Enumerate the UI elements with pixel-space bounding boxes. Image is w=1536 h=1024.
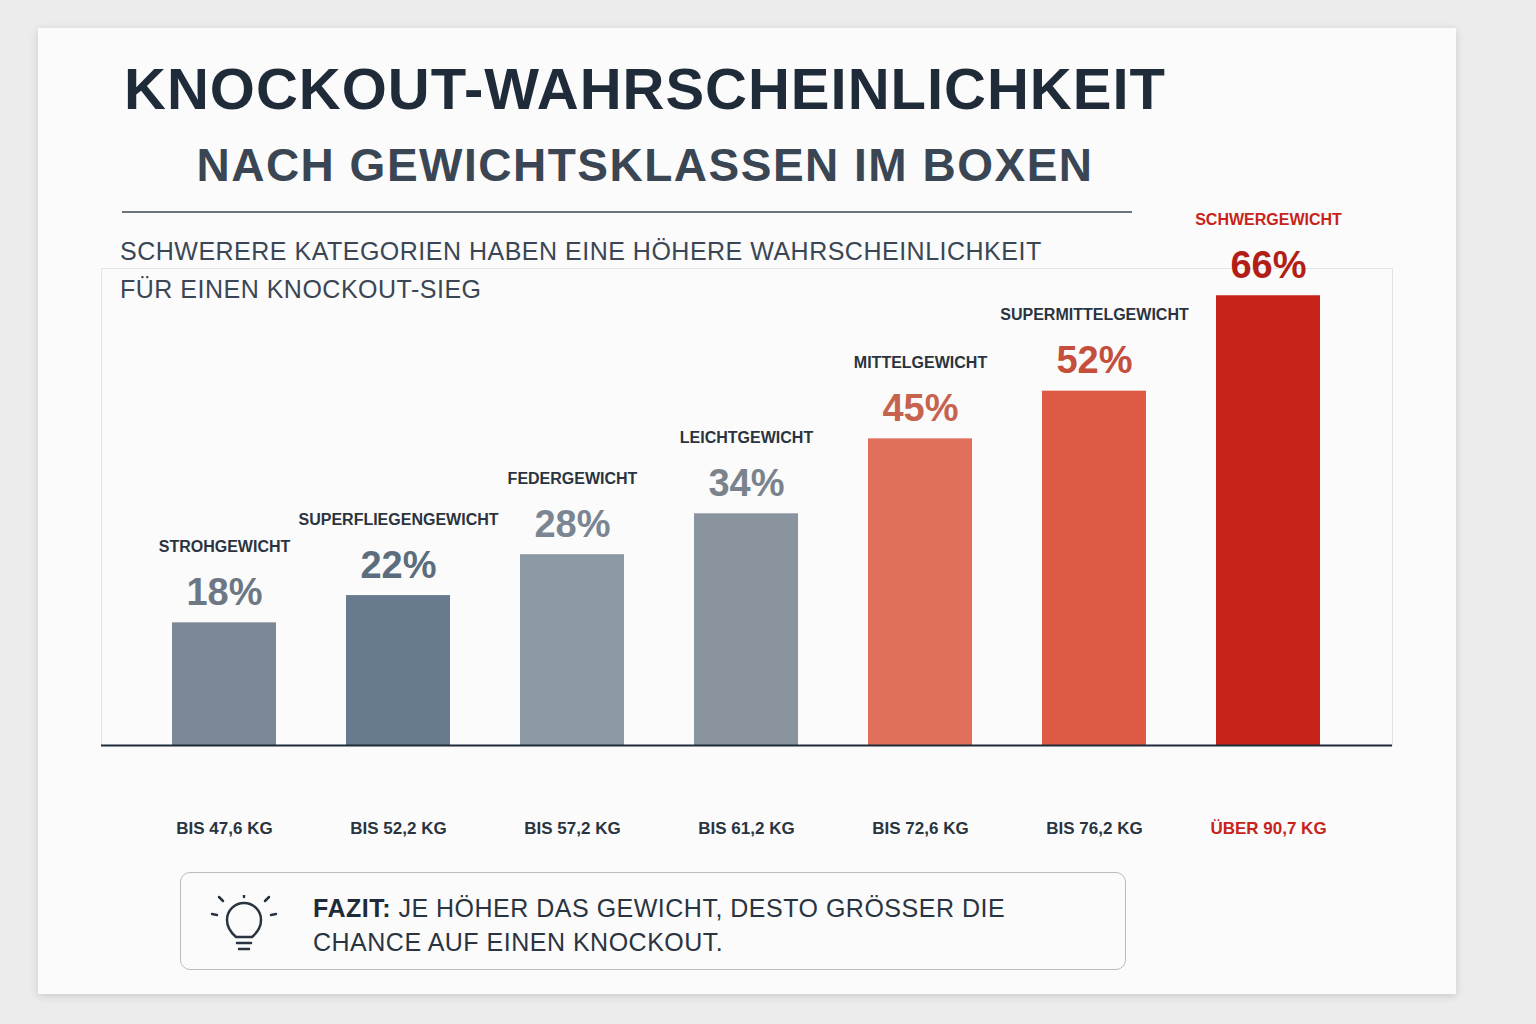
svg-text:SUPERMITTELGEWICHT: SUPERMITTELGEWICHT xyxy=(1000,306,1189,323)
svg-text:BIS 52,2 KG: BIS 52,2 KG xyxy=(350,819,446,838)
svg-text:LEICHTGEWICHT: LEICHTGEWICHT xyxy=(680,429,814,446)
svg-text:66%: 66% xyxy=(1230,244,1306,286)
svg-text:BIS 47,6 KG: BIS 47,6 KG xyxy=(176,819,272,838)
svg-text:28%: 28% xyxy=(534,503,610,545)
svg-text:FEDERGEWICHT: FEDERGEWICHT xyxy=(508,470,638,487)
svg-text:BIS 76,2 KG: BIS 76,2 KG xyxy=(1046,819,1142,838)
svg-text:ÜBER 90,7 KG: ÜBER 90,7 KG xyxy=(1210,819,1326,838)
svg-text:22%: 22% xyxy=(360,544,436,586)
html-text:KNOCKOUT-WAHRSCHEINLICHKEIT: KNOCKOUT-WAHRSCHEINLICHKEIT xyxy=(124,56,1166,121)
svg-text:MITTELGEWICHT: MITTELGEWICHT xyxy=(854,354,988,371)
svg-text:BIS 61,2 KG: BIS 61,2 KG xyxy=(698,819,794,838)
html-text:SCHWERERE KATEGORIEN HABEN EIN: SCHWERERE KATEGORIEN HABEN EINE HÖHERE W… xyxy=(120,237,1042,303)
html-text:FAZIT: JE HÖHER DAS GEWICHT, D: FAZIT: JE HÖHER DAS GEWICHT, DESTO GRÖSS… xyxy=(313,894,1006,956)
svg-text:BIS 72,6 KG: BIS 72,6 KG xyxy=(872,819,968,838)
svg-text:52%: 52% xyxy=(1056,339,1132,381)
svg-text:SUPERFLIEGENGEWICHT: SUPERFLIEGENGEWICHT xyxy=(298,511,498,528)
svg-text:SCHWERGEWICHT: SCHWERGEWICHT xyxy=(1195,211,1342,228)
svg-text:BIS 57,2 KG: BIS 57,2 KG xyxy=(524,819,620,838)
svg-text:STROHGEWICHT: STROHGEWICHT xyxy=(159,538,291,555)
svg-text:18%: 18% xyxy=(186,571,262,613)
svg-text:34%: 34% xyxy=(708,462,784,504)
svg-text:45%: 45% xyxy=(882,387,958,429)
html-text:NACH GEWICHTSKLASSEN IM BOXEN: NACH GEWICHTSKLASSEN IM BOXEN xyxy=(196,139,1094,191)
